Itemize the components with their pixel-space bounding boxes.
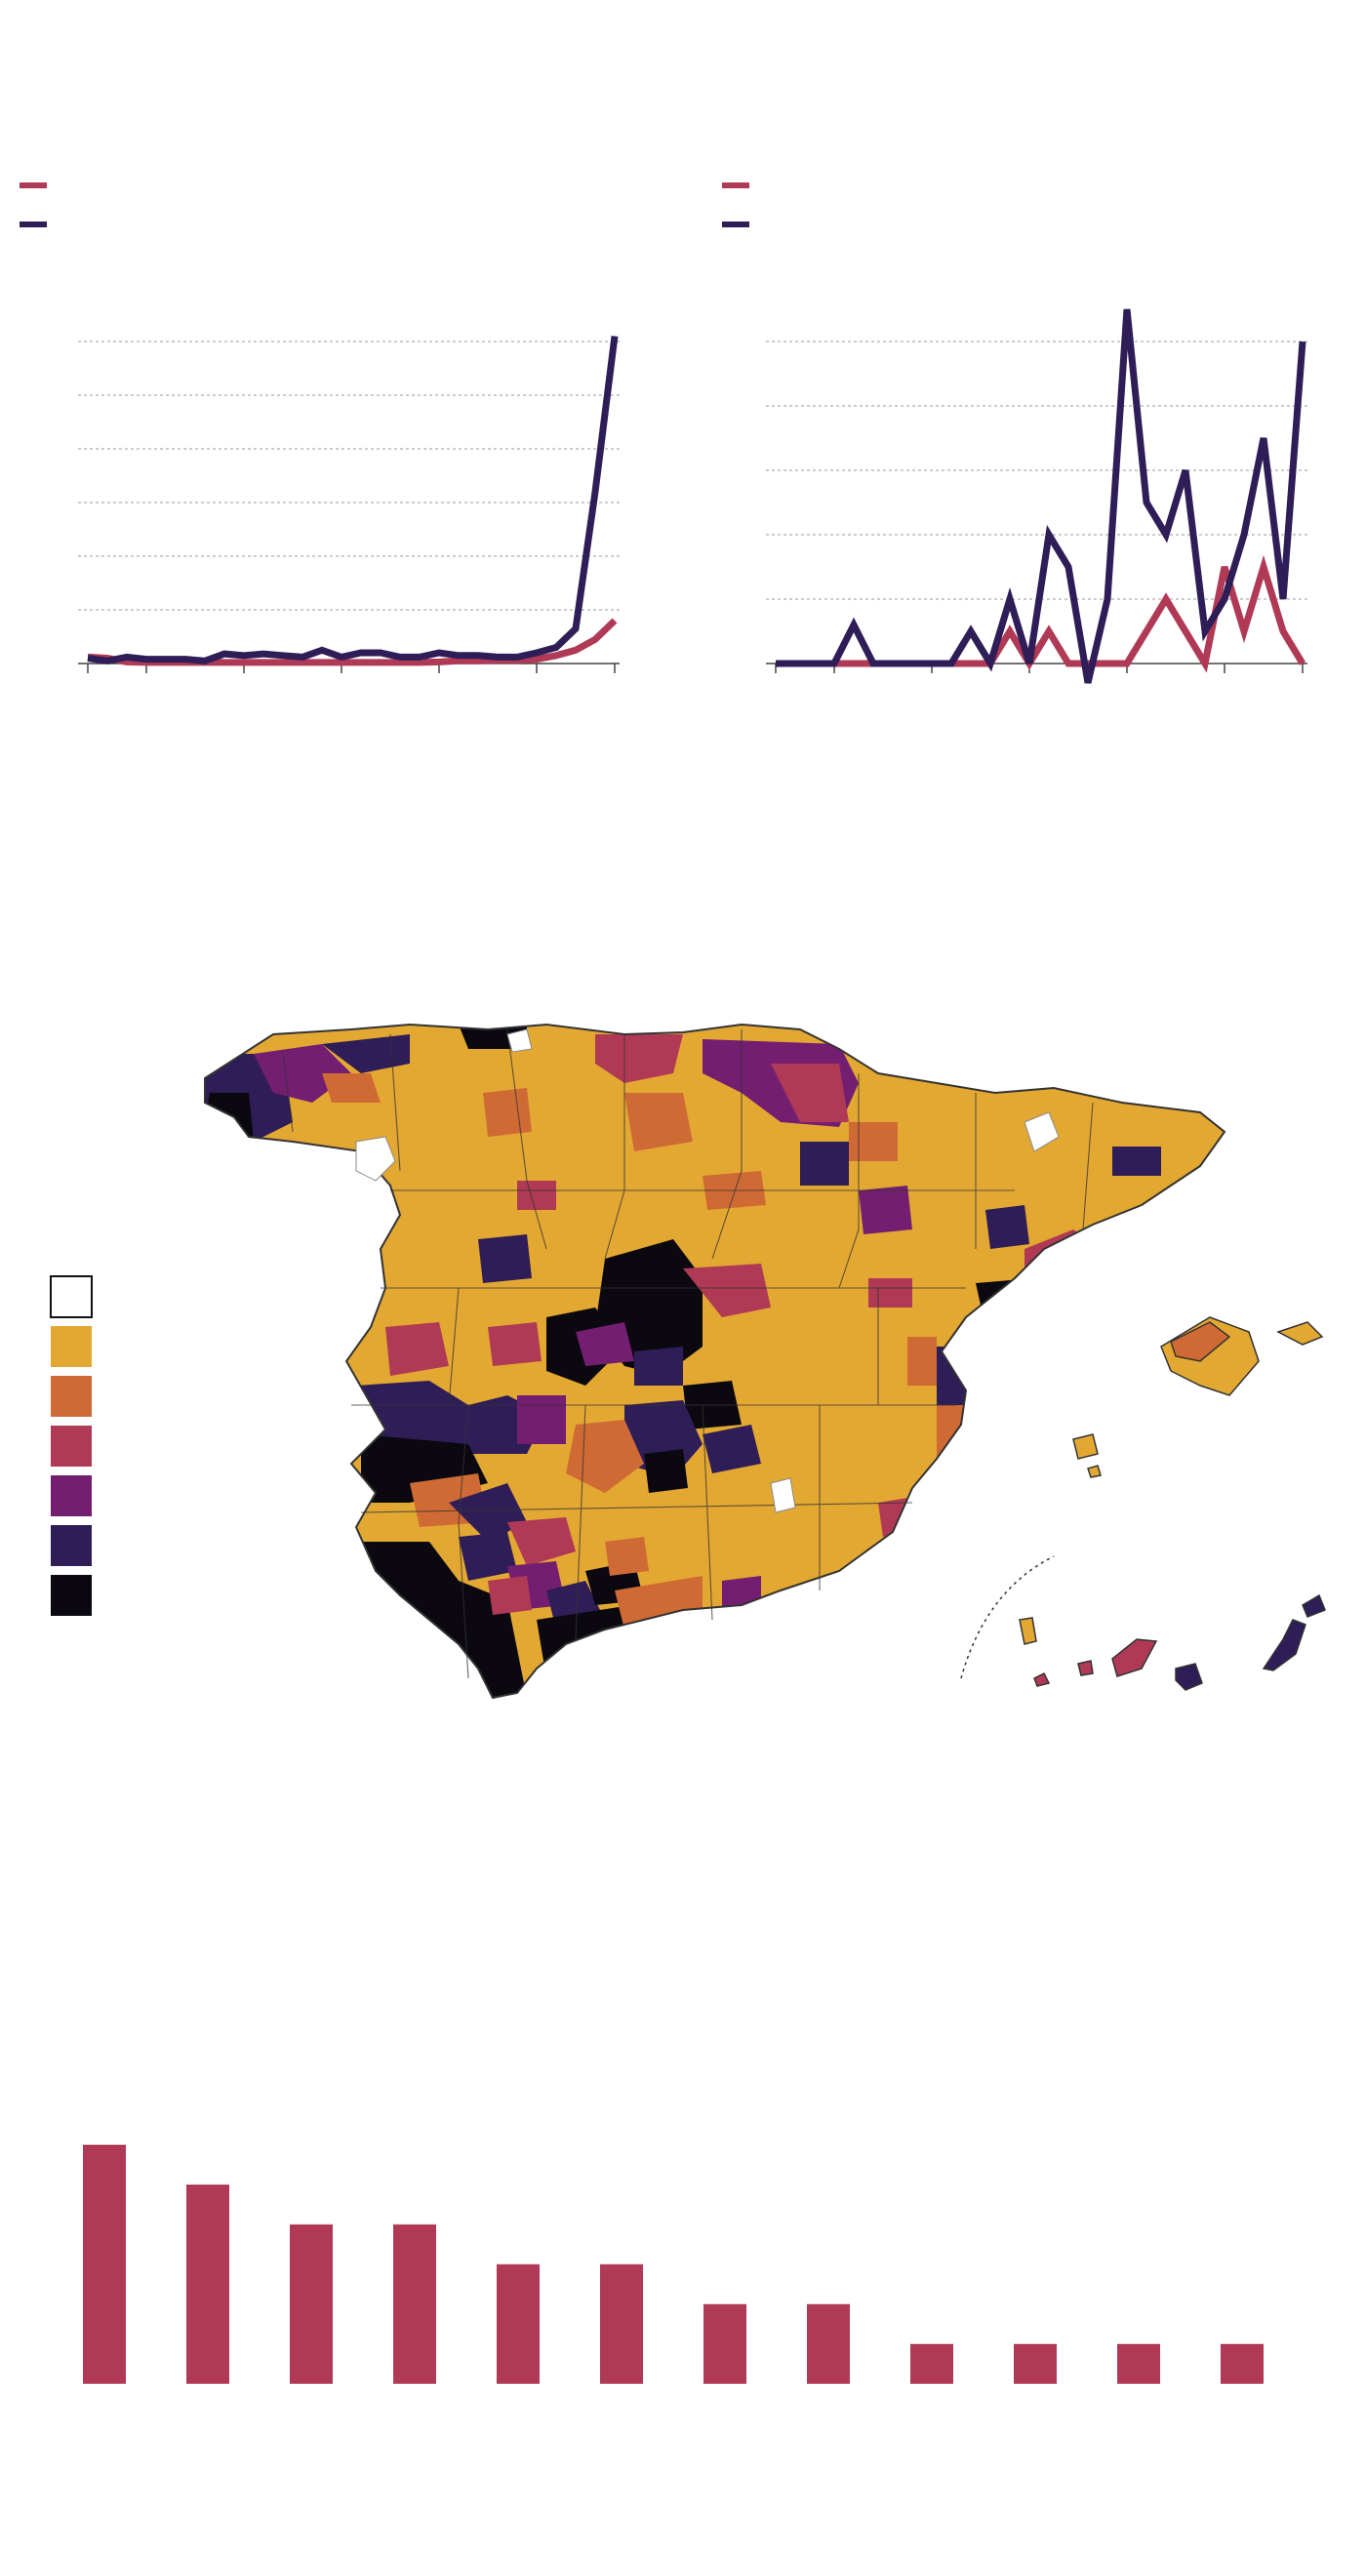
line-chart-left-svg [20,182,620,673]
legend-swatch-2 [51,1326,92,1367]
legend-swatch-7 [51,1575,92,1616]
bar-5 [497,2264,540,2384]
legend-swatch-3 [51,1376,92,1417]
inset-divider [960,1555,1055,1679]
legend-swatch-5 [51,1475,92,1516]
line-chart-right-svg [722,182,1307,684]
bar-6 [600,2264,643,2384]
bar-chart-svg [83,2145,1264,2384]
bar-11 [1117,2344,1160,2384]
series-line-2 [776,308,1306,684]
balearic-islands [1072,1316,1324,1478]
peninsula-borders [204,1023,1226,1700]
legend-swatch-6 [51,1525,92,1566]
map-svg [50,1023,1326,1700]
bar-7 [703,2304,746,2384]
bar-8 [807,2304,850,2384]
spain-choropleth-map [0,995,1366,1737]
canary-islands [960,1555,1326,1691]
bar-2 [186,2184,229,2384]
bar-3 [290,2224,333,2384]
bar-1 [83,2145,126,2384]
bar-10 [1014,2344,1057,2384]
series-line-2 [87,336,619,664]
bar-chart [0,2098,1366,2488]
legend-swatch-1 [50,1275,93,1318]
line-chart-left [0,146,663,693]
map-white-regions [355,1028,1060,1513]
bar-12 [1221,2344,1264,2384]
line-chart-right [703,146,1366,693]
map-legend [50,1275,93,1616]
legend-swatch-4 [51,1426,92,1467]
bar-9 [910,2344,953,2384]
bar-4 [393,2224,436,2384]
